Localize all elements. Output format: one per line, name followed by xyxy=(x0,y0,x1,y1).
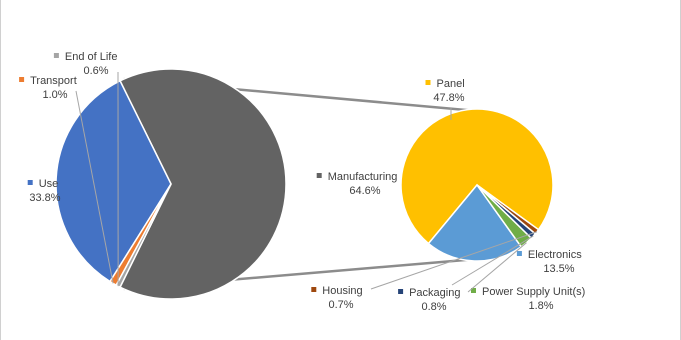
value-label-transport: 1.0% xyxy=(42,89,67,101)
leader-line-housing xyxy=(370,231,538,290)
value-label-housing: 0.7% xyxy=(328,299,353,311)
leader-line-packaging xyxy=(451,235,534,286)
label-manufacturing: Manufacturing xyxy=(328,171,398,183)
value-label-end-of-life: 0.6% xyxy=(83,65,108,77)
slice-panel xyxy=(400,108,554,245)
label-panel: Panel xyxy=(437,78,465,90)
slice-electronics xyxy=(427,183,523,262)
value-label-power-supply-unit-s: 1.8% xyxy=(528,300,553,312)
legend-marker-use xyxy=(27,180,33,185)
slice-use xyxy=(55,79,172,283)
legend-marker-electronics xyxy=(516,251,522,256)
label-use: Use xyxy=(39,178,59,190)
value-label-manufacturing: 64.6% xyxy=(349,185,380,197)
legend-marker-transport xyxy=(19,77,25,82)
legend-marker-manufacturing xyxy=(316,173,322,178)
leader-line-power-supply-units xyxy=(467,242,527,293)
leader-line-transport xyxy=(75,90,114,284)
label-packaging: Packaging xyxy=(409,287,460,299)
value-label-electronics: 13.5% xyxy=(543,263,574,275)
label-transport: Transport xyxy=(30,75,77,87)
value-label-packaging: 0.8% xyxy=(421,301,446,313)
legend-marker-power-supply-unit-s xyxy=(471,288,476,293)
value-label-panel: 47.8% xyxy=(433,92,464,104)
label-end-of-life: End of Life xyxy=(65,51,118,63)
legend-marker-housing xyxy=(311,287,317,292)
label-electronics: Electronics xyxy=(528,249,582,261)
slice-manufacturing xyxy=(119,68,287,300)
label-power-supply-unit-s: Power Supply Unit(s) xyxy=(482,286,585,298)
legend-marker-packaging xyxy=(398,289,404,294)
legend-marker-panel xyxy=(425,80,431,85)
label-housing: Housing xyxy=(322,285,362,297)
value-label-use: 33.8% xyxy=(29,192,60,204)
slice-housing xyxy=(476,184,540,235)
legend-marker-end-of-life xyxy=(53,53,59,58)
